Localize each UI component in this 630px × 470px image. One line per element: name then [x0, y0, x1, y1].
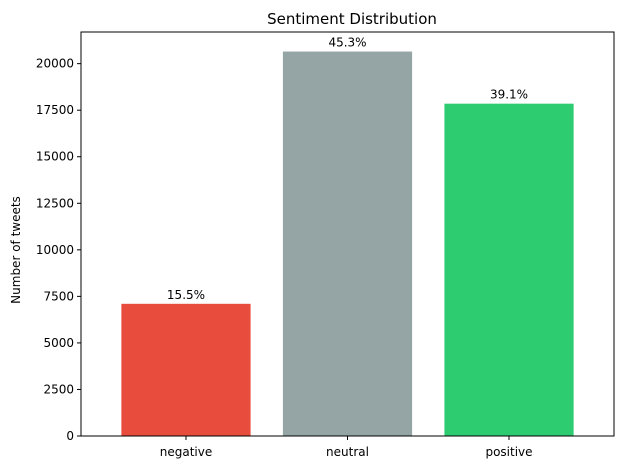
- y-tick-label-0: 0: [66, 429, 74, 443]
- data-label-negative: 15.5%: [167, 288, 205, 302]
- data-label-positive: 39.1%: [490, 88, 528, 102]
- x-tick-label-neutral: neutral: [326, 445, 369, 459]
- bar-negative: [121, 303, 251, 436]
- y-tick-label-12500: 12500: [36, 196, 74, 210]
- y-tick-label-17500: 17500: [36, 103, 74, 117]
- bar-neutral: [282, 51, 413, 436]
- y-axis-label: Number of tweets: [9, 196, 23, 304]
- chart-title: Sentiment Distribution: [267, 10, 437, 28]
- y-tick-label-15000: 15000: [36, 150, 74, 164]
- x-tick-label-negative: negative: [160, 445, 212, 459]
- y-tick-label-2500: 2500: [43, 382, 74, 396]
- x-tick-label-positive: positive: [485, 445, 532, 459]
- y-tick-label-10000: 10000: [36, 243, 74, 257]
- data-label-neutral: 45.3%: [328, 36, 366, 50]
- y-tick-label-20000: 20000: [36, 57, 74, 71]
- plot-area: 15.5% negative 45.3% neutral 39.1% positive 0 2…: [36, 31, 615, 459]
- y-tick-label-7500: 7500: [43, 289, 74, 303]
- bar-positive: [444, 103, 574, 436]
- y-tick-label-5000: 5000: [43, 336, 74, 350]
- plot-frame: [80, 31, 615, 437]
